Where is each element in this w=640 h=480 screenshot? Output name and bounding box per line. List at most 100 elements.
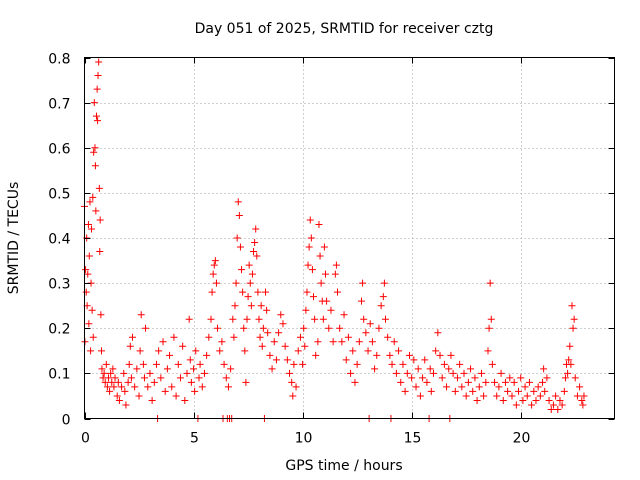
data-point (241, 347, 249, 355)
data-point (530, 387, 538, 395)
data-point (405, 351, 413, 359)
data-point (234, 198, 242, 206)
y-tick-label: 0.6 (48, 142, 70, 158)
data-point (564, 369, 572, 377)
x-tick-label: 15 (404, 431, 422, 447)
data-point (301, 342, 309, 350)
data-point (440, 360, 448, 368)
data-point (543, 374, 551, 382)
data-point (320, 243, 328, 251)
data-point (501, 378, 509, 386)
data-point (379, 293, 387, 301)
data-point (121, 387, 129, 395)
y-tick-labels: 0 0.1 0.2 0.3 0.4 0.5 0.6 0.7 0.8 (48, 52, 70, 429)
data-point (239, 288, 247, 296)
data-point (392, 369, 400, 377)
data-point (427, 387, 435, 395)
data-point (471, 374, 479, 382)
data-point (340, 311, 348, 319)
data-point (576, 383, 584, 391)
data-point (233, 234, 241, 242)
data-point (137, 311, 145, 319)
data-point (497, 369, 505, 377)
data-point (236, 243, 244, 251)
data-point (187, 378, 195, 386)
data-point (86, 198, 94, 206)
data-point (515, 387, 523, 395)
data-point (325, 324, 333, 332)
data-point (315, 220, 323, 228)
data-point (195, 374, 203, 382)
data-point (224, 383, 232, 391)
data-point (532, 396, 540, 404)
data-point (133, 365, 141, 373)
data-point (203, 351, 211, 359)
data-point (275, 329, 283, 337)
data-point (100, 369, 108, 377)
data-point (250, 248, 258, 256)
data-point (230, 333, 238, 341)
data-point (397, 378, 405, 386)
data-point (103, 383, 111, 391)
data-point (231, 302, 239, 310)
y-tick-label: 0 (62, 413, 71, 429)
data-point (556, 396, 564, 404)
data-point (423, 378, 431, 386)
data-point (266, 351, 274, 359)
data-point (148, 396, 156, 404)
data-point (191, 387, 199, 395)
data-point (477, 369, 485, 377)
data-point (253, 252, 261, 260)
data-point (216, 347, 224, 355)
data-point (196, 360, 204, 368)
data-point (364, 347, 372, 355)
data-point (436, 351, 444, 359)
x-tick-label: 20 (513, 431, 531, 447)
data-point (357, 297, 365, 305)
data-point (547, 405, 555, 413)
data-point (179, 342, 187, 350)
data-point (96, 248, 104, 256)
data-point (136, 347, 144, 355)
data-point (580, 392, 588, 400)
data-point (89, 193, 97, 201)
data-point (534, 383, 542, 391)
data-point (88, 306, 96, 314)
data-point (161, 387, 169, 395)
data-point (445, 365, 453, 373)
data-point (377, 302, 385, 310)
data-point (475, 383, 483, 391)
data-point (255, 315, 263, 323)
data-point (128, 333, 136, 341)
data-point (264, 329, 272, 337)
data-point (108, 378, 116, 386)
data-point (351, 378, 359, 386)
data-point (91, 162, 99, 170)
data-point (569, 324, 577, 332)
data-point (85, 252, 93, 260)
data-point (93, 85, 101, 93)
data-point (552, 392, 560, 400)
y-tick-label: 0.1 (48, 367, 70, 383)
data-point (91, 144, 99, 152)
data-point (549, 401, 557, 409)
data-point (89, 333, 97, 341)
data-point (87, 347, 95, 355)
data-point (166, 351, 174, 359)
data-point (560, 387, 568, 395)
data-point (368, 338, 376, 346)
data-point (110, 383, 118, 391)
data-point (371, 365, 379, 373)
x-tick-label: 10 (295, 431, 313, 447)
grid-lines (84, 57, 615, 419)
y-tick-label: 0.2 (48, 322, 70, 338)
data-point (334, 288, 342, 296)
data-point (95, 58, 103, 66)
data-point (508, 392, 516, 400)
data-point (139, 360, 147, 368)
data-point (570, 315, 578, 323)
data-point (296, 333, 304, 341)
data-point (207, 315, 215, 323)
data-point (229, 315, 237, 323)
data-point (251, 239, 259, 247)
